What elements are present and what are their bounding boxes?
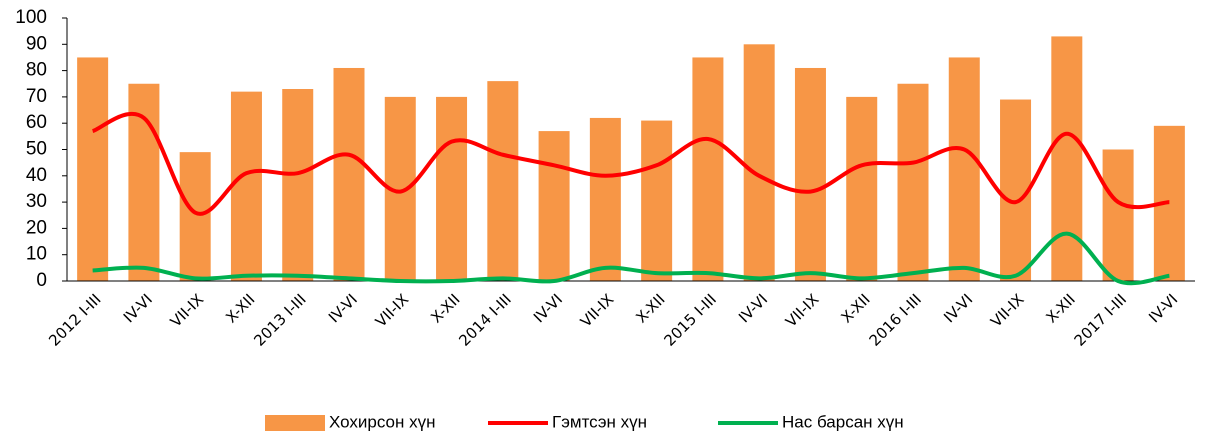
x-tick-label: X-XII	[632, 290, 668, 326]
x-tick-label: IV-VI	[325, 290, 361, 326]
bar	[897, 83, 929, 281]
y-tick-label: 30	[26, 191, 47, 212]
x-tick-label: IV-VI	[940, 290, 976, 326]
x-tick-label: X-XII	[837, 290, 873, 326]
x-tick-label: 2012 I-III	[45, 290, 104, 349]
x-tick-label: VII-IX	[577, 290, 617, 330]
legend-label: Гэмтсэн хүн	[552, 412, 647, 431]
bar	[1000, 99, 1032, 281]
bar	[282, 89, 314, 281]
x-tick-label: 2015 I-III	[660, 290, 719, 349]
bar	[333, 67, 365, 281]
x-tick-label: 2016 I-III	[866, 290, 925, 349]
x-tick-label: VII-IX	[372, 290, 412, 330]
x-tick-label: IV-VI	[735, 290, 771, 326]
bar	[77, 57, 109, 282]
y-tick-label: 10	[26, 244, 47, 265]
legend-swatch	[265, 415, 325, 431]
bar	[794, 67, 826, 281]
bar	[1051, 36, 1083, 281]
bar	[487, 81, 519, 282]
x-tick-label: IV-VI	[530, 290, 566, 326]
bar	[846, 96, 878, 282]
line	[92, 231, 1170, 286]
x-tick-label: VII-IX	[782, 290, 822, 330]
y-tick-label: 20	[26, 217, 47, 238]
bar	[692, 57, 724, 282]
y-tick-label: 40	[26, 165, 47, 186]
bar	[1102, 149, 1134, 281]
bar	[743, 44, 775, 281]
x-tick-label: X-XII	[222, 290, 258, 326]
y-tick-label: 90	[26, 33, 47, 54]
y-tick-label: 70	[26, 86, 47, 107]
x-tick-label: IV-VI	[1145, 290, 1181, 326]
x-tick-label: X-XII	[427, 290, 463, 326]
legend-label: Хохирсон хүн	[329, 412, 436, 431]
x-tick-label: VII-IX	[167, 290, 207, 330]
x-tick-label: 2014 I-III	[455, 290, 514, 349]
bar	[589, 117, 621, 281]
y-tick-label: 100	[15, 7, 47, 28]
x-tick-label: 2017 I-III	[1071, 290, 1130, 349]
bar	[641, 120, 673, 281]
x-tick-label: 2013 I-III	[250, 290, 309, 349]
legend-label: Нас барсан хүн	[782, 412, 904, 431]
x-tick-label: X-XII	[1043, 290, 1079, 326]
y-tick-label: 50	[26, 139, 47, 160]
y-tick-label: 60	[26, 112, 47, 133]
bar	[948, 57, 980, 282]
x-tick-label: IV-VI	[120, 290, 156, 326]
bar	[538, 131, 570, 281]
y-tick-label: 80	[26, 60, 47, 81]
line	[91, 111, 1170, 216]
bar	[230, 91, 262, 281]
y-tick-label: 0	[36, 270, 47, 291]
bar	[436, 96, 468, 282]
bar	[179, 152, 211, 281]
x-tick-label: VII-IX	[987, 290, 1027, 330]
